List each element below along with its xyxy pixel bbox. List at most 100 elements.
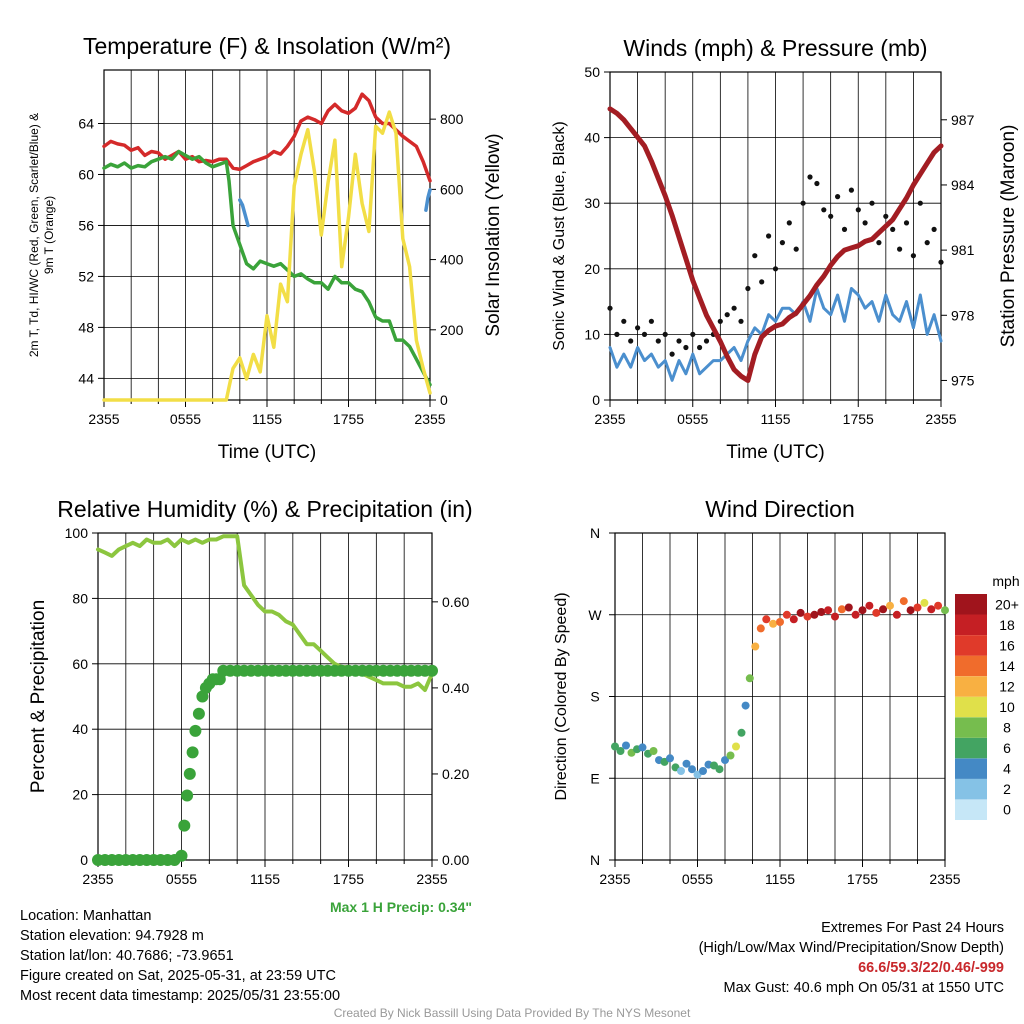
data-point: [862, 220, 868, 226]
data-point: [828, 213, 834, 219]
y-tick-label: 50: [584, 64, 600, 80]
colorbar-swatch: [955, 778, 987, 800]
y-tick-label: 48: [78, 319, 94, 335]
data-point: [897, 246, 903, 252]
precip-annotation: Max 1 H Precip: 0.34": [330, 899, 472, 915]
y-tick-label: 20: [584, 261, 600, 277]
direction-point: [677, 767, 685, 775]
y-tick-label: S: [590, 689, 599, 705]
data-point: [890, 226, 896, 232]
data-point: [607, 305, 613, 311]
y-tick-label-right: 981: [951, 242, 975, 258]
series-line: [102, 110, 432, 402]
y-tick-label-right: 800: [440, 111, 464, 127]
direction-point: [616, 747, 625, 755]
extremes-subtitle: (High/Low/Max Wind/Precipitation/Snow De…: [698, 940, 1004, 956]
data-point: [192, 707, 205, 720]
direction-point: [892, 610, 901, 619]
direction-point: [789, 615, 798, 624]
y-tick-label: 56: [78, 217, 94, 233]
direction-point: [751, 642, 760, 651]
data-point: [814, 180, 820, 187]
y-tick-label: 30: [584, 195, 600, 211]
data-point: [766, 233, 772, 239]
direction-point: [682, 759, 691, 768]
direction-point: [737, 728, 746, 737]
data-point: [910, 253, 917, 259]
y-tick-label: 64: [78, 116, 94, 132]
direction-point: [611, 742, 619, 751]
colorbar-title: mph: [992, 573, 1019, 589]
y-tick-label-right: 0.60: [442, 594, 469, 610]
direction-point: [721, 756, 729, 765]
direction-point: [782, 610, 791, 619]
x-axis-label: Time (UTC): [726, 442, 825, 463]
x-tick-label: 1155: [760, 411, 790, 427]
colorbar-label: 2: [1003, 781, 1011, 797]
colorbar-label: 4: [1003, 761, 1011, 777]
colorbar-swatch: [955, 696, 987, 718]
extremes-info: Extremes For Past 24 Hours (High/Low/Max…: [699, 918, 1004, 998]
station-info: Location: Manhattan Station elevation: 9…: [20, 906, 340, 1006]
data-point: [738, 318, 744, 324]
series-line: [102, 149, 432, 387]
y-tick-label: 40: [72, 721, 88, 737]
data-point: [690, 331, 696, 337]
data-point: [697, 344, 703, 351]
data-point: [931, 226, 937, 232]
y-tick-label: 100: [65, 525, 89, 541]
direction-point: [699, 767, 707, 775]
data-point: [869, 200, 875, 206]
data-point: [683, 344, 689, 351]
y-tick-label-right: 0.20: [442, 766, 469, 782]
x-tick-label: 0555: [166, 871, 197, 887]
direction-point: [865, 601, 874, 610]
direction-point: [920, 598, 929, 607]
data-point: [621, 318, 627, 324]
data-point: [614, 331, 620, 337]
direction-point: [886, 601, 894, 610]
direction-point: [899, 597, 908, 606]
figure-created: Figure created on Sat, 2025-05-31, at 23…: [20, 968, 336, 984]
data-point: [628, 338, 634, 344]
data-point: [786, 220, 792, 226]
y-tick-label: 52: [78, 268, 94, 284]
panel-title: Relative Humidity (%) & Precipitation (i…: [57, 496, 472, 522]
data-point: [669, 351, 675, 357]
x-tick-label: 2355: [416, 871, 447, 887]
data-point: [648, 318, 655, 324]
direction-point: [927, 605, 936, 614]
colorbar-label: 12: [999, 678, 1015, 694]
colorbar-swatch: [955, 614, 987, 635]
direction-point: [844, 603, 853, 612]
x-tick-label: 1155: [250, 871, 280, 887]
direction-point: [941, 606, 949, 615]
x-tick-label: 1755: [847, 871, 878, 887]
colorbar-label: 10: [999, 699, 1015, 715]
credit-line: Created By Nick Bassill Using Data Provi…: [333, 1006, 691, 1020]
x-tick-label: 1155: [765, 871, 795, 887]
y-tick-label-right: 975: [951, 372, 975, 388]
y-axis-label: 9m T (Orange): [42, 196, 56, 274]
data-point: [793, 246, 799, 252]
data-point: [178, 819, 191, 832]
data-point: [745, 285, 751, 292]
panel-title: Winds (mph) & Pressure (mb): [623, 35, 927, 61]
recent-timestamp: Most recent data timestamp: 2025/05/31 2…: [20, 988, 341, 1004]
y-tick-label-right: 984: [951, 177, 975, 193]
colorbar-swatch: [955, 594, 987, 615]
direction-point: [837, 605, 846, 614]
x-tick-label: 2355: [929, 871, 960, 887]
data-point: [759, 279, 765, 285]
direction-point: [732, 742, 740, 751]
colorbar-label: 20+: [995, 596, 1019, 612]
x-tick-label: 2355: [82, 871, 113, 887]
station-location: Location: Manhattan: [20, 908, 152, 924]
direction-point: [622, 741, 630, 750]
direction-point: [796, 608, 805, 617]
data-point: [641, 331, 648, 337]
direction-point: [803, 612, 812, 621]
colorbar-label: 14: [999, 658, 1015, 674]
direction-point: [810, 610, 819, 619]
